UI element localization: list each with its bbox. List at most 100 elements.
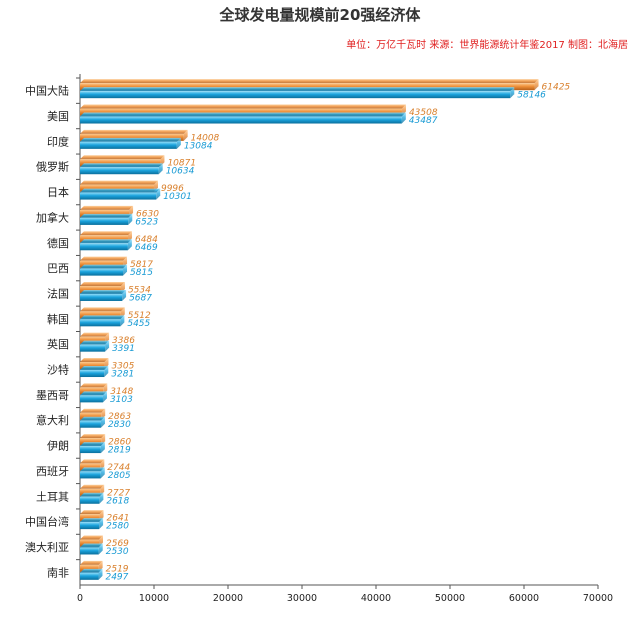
data-label: 10301: [163, 192, 192, 202]
bar: [80, 463, 101, 471]
bar: [80, 293, 123, 301]
data-label: 5687: [129, 293, 152, 303]
x-tick-label: 70000: [583, 593, 613, 604]
data-label: 3148: [110, 387, 133, 397]
data-label: 2830: [108, 420, 131, 430]
bar: [80, 362, 105, 370]
bar-top: [80, 205, 134, 210]
data-label: 2519: [106, 564, 129, 574]
bar: [80, 420, 101, 428]
category-label: 印度: [47, 134, 69, 148]
bar-end: [122, 289, 127, 301]
bar: [80, 572, 99, 580]
x-tick-label: 20000: [213, 593, 243, 604]
bar: [80, 446, 101, 454]
category-label: 巴西: [47, 262, 69, 275]
bar-top: [80, 188, 161, 193]
bar-top: [80, 315, 125, 320]
bar-top: [80, 281, 125, 286]
bar-top: [80, 87, 515, 92]
category-label: 德国: [47, 236, 69, 250]
category-label: 韩国: [47, 312, 69, 326]
category-label: 英国: [47, 337, 69, 351]
bar-top: [80, 213, 133, 218]
data-label: 2580: [106, 522, 129, 532]
bar-top: [80, 568, 103, 573]
bar: [80, 108, 402, 116]
x-tick-label: 30000: [287, 593, 317, 604]
data-label: 2618: [106, 496, 129, 506]
bar-end: [100, 467, 105, 479]
bar-end: [128, 213, 133, 225]
data-label: 2860: [108, 438, 131, 448]
category-label: 墨西哥: [36, 389, 69, 402]
category-label: 日本: [47, 185, 69, 199]
category-label: 土耳其: [36, 490, 69, 503]
data-label: 2641: [107, 514, 130, 524]
bar: [80, 91, 511, 99]
bar: [80, 83, 535, 91]
bar-top: [80, 307, 125, 312]
bar-top: [80, 137, 181, 142]
data-label: 61425: [542, 83, 571, 93]
category-label: 伊朗: [47, 440, 69, 453]
data-label: 2863: [108, 412, 131, 422]
category-label: 澳大利亚: [25, 540, 69, 554]
data-label: 3386: [112, 336, 135, 346]
bar: [80, 438, 102, 446]
bar-end: [105, 340, 110, 352]
data-label: 6484: [135, 235, 158, 245]
data-label: 5817: [130, 260, 153, 270]
bar: [80, 184, 154, 192]
category-label: 美国: [47, 110, 69, 123]
data-label: 3305: [111, 362, 134, 372]
bar-top: [80, 467, 105, 472]
category-label: 中国大陆: [25, 84, 69, 98]
bar-top: [80, 155, 165, 160]
bar-top: [80, 442, 105, 447]
category-label: 法国: [47, 286, 69, 300]
data-label: 2805: [108, 471, 131, 481]
bar: [80, 235, 128, 243]
data-label: 10634: [166, 167, 195, 177]
bar-top: [80, 332, 110, 337]
bar-top: [80, 256, 128, 261]
x-tick-label: 10000: [139, 593, 169, 604]
data-label: 2744: [107, 463, 130, 473]
bar-top: [80, 535, 104, 540]
bar: [80, 514, 100, 522]
bar-top: [80, 129, 188, 134]
data-label: 43487: [409, 116, 438, 126]
data-label: 2819: [108, 446, 131, 456]
bar: [80, 311, 121, 319]
plot-area: 0 10000 20000 30000 40000 50000 60000 70000 中国大陆…: [25, 74, 613, 604]
category-label: 西班牙: [36, 465, 69, 478]
data-label: 13084: [184, 141, 213, 151]
bar: [80, 412, 102, 420]
bar-end: [99, 518, 104, 530]
bar-end: [98, 568, 103, 580]
data-label: 14008: [191, 133, 220, 143]
bar-end: [401, 112, 406, 124]
data-label: 2497: [105, 572, 128, 582]
bar-top: [80, 180, 158, 185]
bar: [80, 319, 121, 327]
bar: [80, 217, 129, 225]
data-label: 10871: [167, 159, 196, 169]
data-label: 2569: [106, 539, 129, 549]
bar: [80, 243, 128, 251]
bar: [80, 539, 100, 547]
bar-top: [80, 383, 108, 388]
bar: [80, 471, 101, 479]
data-label: 3281: [111, 370, 134, 380]
bar-end: [176, 137, 181, 149]
bar: [80, 268, 124, 276]
bar-top: [80, 416, 105, 421]
data-label: 5512: [128, 311, 151, 321]
bar: [80, 564, 99, 572]
bar-top: [80, 459, 105, 464]
category-label: 意大利: [36, 413, 69, 427]
bar: [80, 167, 159, 175]
x-tick-label: 60000: [509, 593, 539, 604]
bar-end: [510, 87, 515, 99]
